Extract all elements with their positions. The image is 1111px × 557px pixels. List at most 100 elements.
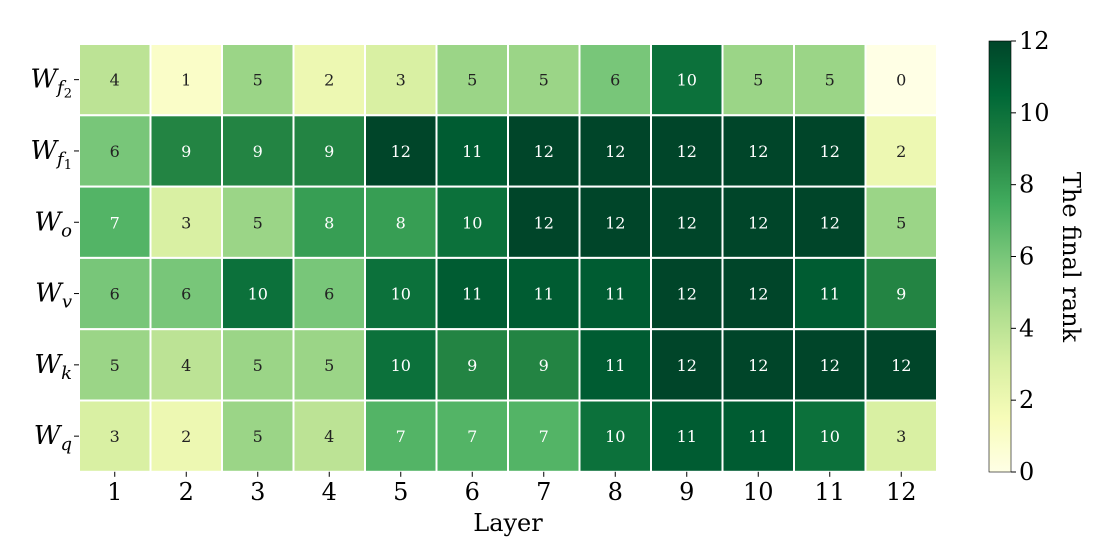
cell-value-label: 6 bbox=[110, 142, 120, 161]
heatmap-cell bbox=[721, 399, 795, 473]
cell-value-label: 7 bbox=[396, 427, 406, 446]
cell-value-label: 1 bbox=[181, 71, 191, 90]
x-tick-label: 5 bbox=[393, 478, 408, 506]
cell-value-label: 2 bbox=[181, 427, 191, 446]
cell-value-label: 11 bbox=[820, 285, 840, 304]
y-tick-label: Wo bbox=[34, 207, 72, 241]
cell-value-label: 12 bbox=[891, 356, 911, 375]
cell-value-label: 11 bbox=[677, 427, 697, 446]
y-tick-label: Wk bbox=[34, 350, 72, 384]
heatmap-cell bbox=[435, 43, 509, 117]
heatmap-cell bbox=[864, 114, 938, 188]
heatmap-cell bbox=[364, 328, 438, 402]
heatmap-cell bbox=[78, 328, 152, 402]
cell-value-label: 5 bbox=[467, 71, 477, 90]
colorbar-tick-label: 10 bbox=[1019, 99, 1050, 127]
heatmap-cell bbox=[507, 114, 581, 188]
cell-value-label: 5 bbox=[110, 356, 120, 375]
x-tick-label: 8 bbox=[608, 478, 623, 506]
y-tick-label: Wv bbox=[35, 279, 72, 313]
cell-value-label: 12 bbox=[534, 213, 554, 232]
cell-value-label: 7 bbox=[539, 427, 549, 446]
heatmap-cell bbox=[364, 185, 438, 259]
heatmap-cell bbox=[864, 399, 938, 473]
colorbar-tick-label: 0 bbox=[1019, 458, 1034, 486]
x-tick-label: 2 bbox=[179, 478, 194, 506]
cell-value-label: 12 bbox=[748, 285, 768, 304]
colorbar-tick-label: 4 bbox=[1019, 314, 1034, 342]
colorbar-label: The final rank bbox=[1057, 172, 1085, 343]
heatmap-cell bbox=[149, 43, 223, 117]
cell-value-label: 5 bbox=[896, 213, 906, 232]
heatmap-cell bbox=[721, 43, 795, 117]
x-tick-label: 1 bbox=[107, 478, 122, 506]
heatmap-cell bbox=[650, 399, 724, 473]
cell-value-label: 5 bbox=[753, 71, 763, 90]
cell-value-label: 6 bbox=[181, 285, 191, 304]
colorbar-tick-label: 12 bbox=[1019, 27, 1050, 55]
x-tick-label: 6 bbox=[465, 478, 480, 506]
heatmap-cell bbox=[578, 43, 652, 117]
heatmap-cell bbox=[364, 114, 438, 188]
cell-value-label: 3 bbox=[896, 427, 906, 446]
heatmap-cell bbox=[292, 185, 366, 259]
heatmap-cell bbox=[864, 43, 938, 117]
heatmap-cell bbox=[221, 328, 295, 402]
heatmap-cell bbox=[292, 399, 366, 473]
heatmap-cell bbox=[435, 256, 509, 331]
heatmap-cell bbox=[578, 114, 652, 188]
cell-value-label: 9 bbox=[253, 142, 263, 161]
y-tick-label: Wq bbox=[34, 421, 72, 455]
cell-value-label: 12 bbox=[605, 142, 625, 161]
cell-value-label: 5 bbox=[253, 213, 263, 232]
heatmap-cell bbox=[650, 114, 724, 188]
cell-value-label: 5 bbox=[539, 71, 549, 90]
x-tick-label: 10 bbox=[743, 478, 774, 506]
cell-value-label: 11 bbox=[462, 285, 482, 304]
cell-value-label: 12 bbox=[677, 356, 697, 375]
cell-value-label: 8 bbox=[324, 213, 334, 232]
colorbar-tick-label: 2 bbox=[1019, 386, 1034, 414]
colorbar: 0 2 4 6 8 10 12 bbox=[988, 27, 1050, 486]
heatmap-cell bbox=[507, 399, 581, 473]
cell-value-label: 12 bbox=[677, 285, 697, 304]
cell-value-label: 12 bbox=[820, 356, 840, 375]
y-axis: Wf2 Wf1 Wo Wv Wk Wq bbox=[30, 65, 79, 455]
y-tick-label: Wf1 bbox=[30, 136, 72, 173]
cell-value-label: 11 bbox=[605, 285, 625, 304]
cell-value-label: 3 bbox=[396, 71, 406, 90]
cell-value-label: 6 bbox=[610, 71, 620, 90]
cell-value-label: 10 bbox=[605, 427, 625, 446]
colorbar-tick-label: 6 bbox=[1019, 243, 1034, 271]
cell-value-label: 4 bbox=[324, 427, 334, 446]
cell-value-label: 4 bbox=[110, 71, 120, 90]
cell-value-label: 5 bbox=[324, 356, 334, 375]
cell-value-label: 9 bbox=[467, 356, 477, 375]
x-axis-label: Layer bbox=[473, 509, 543, 537]
cell-value-label: 2 bbox=[896, 142, 906, 161]
cell-value-label: 12 bbox=[605, 213, 625, 232]
cell-value-label: 3 bbox=[110, 427, 120, 446]
cell-value-label: 11 bbox=[748, 427, 768, 446]
heatmap-cell bbox=[507, 328, 581, 402]
cell-value-label: 5 bbox=[253, 427, 263, 446]
x-tick-label: 4 bbox=[322, 478, 337, 506]
heatmap-cell bbox=[578, 328, 652, 402]
heatmap-cell bbox=[221, 185, 295, 259]
cell-value-label: 10 bbox=[248, 285, 268, 304]
heatmap-cells bbox=[78, 43, 938, 473]
x-tick-label: 7 bbox=[536, 478, 551, 506]
cell-value-label: 8 bbox=[396, 213, 406, 232]
heatmap-cell bbox=[507, 185, 581, 259]
cell-value-label: 5 bbox=[253, 71, 263, 90]
heatmap-cell bbox=[78, 399, 152, 473]
heatmap-cell bbox=[435, 328, 509, 402]
cell-value-label: 10 bbox=[820, 427, 840, 446]
cell-value-label: 10 bbox=[391, 356, 411, 375]
cell-value-label: 12 bbox=[677, 142, 697, 161]
cell-value-label: 12 bbox=[820, 213, 840, 232]
heatmap-cell bbox=[78, 256, 152, 331]
cell-value-label: 9 bbox=[896, 285, 906, 304]
